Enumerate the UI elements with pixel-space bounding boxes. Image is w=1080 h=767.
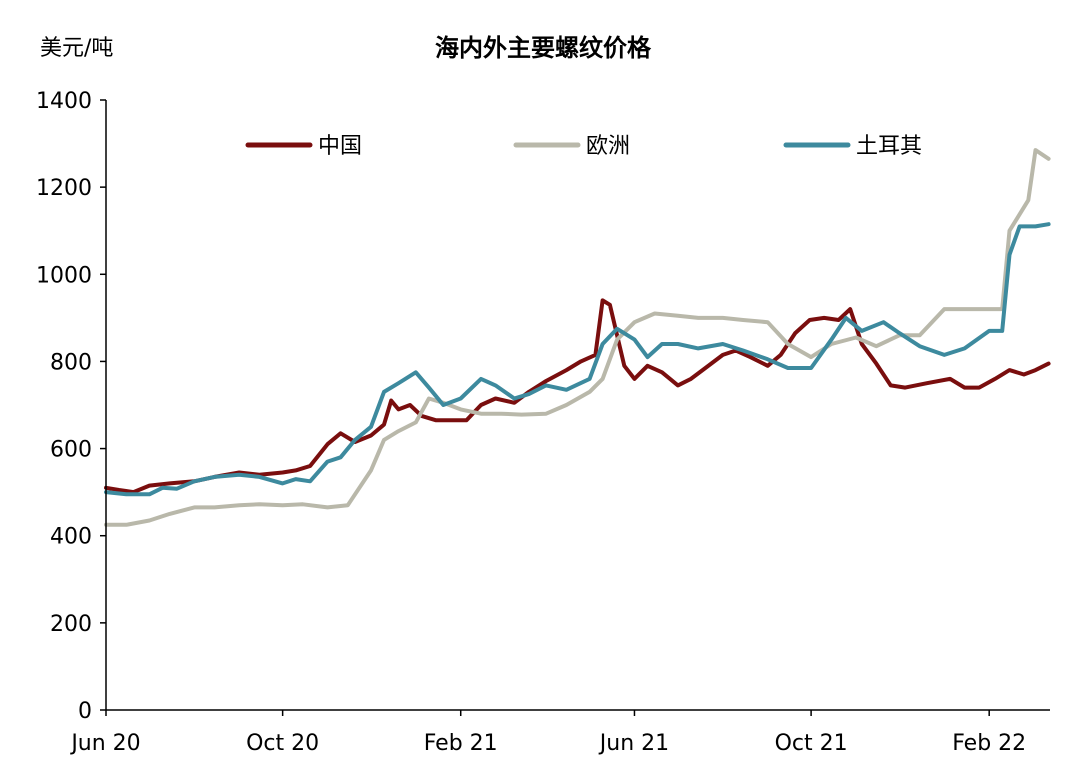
series-layer (104, 148, 1051, 527)
axes-layer: 0 200 400 600 800 1000 1200 1400 Jun 20 Oct 20 Feb… (36, 89, 1050, 756)
legend: 中国 欧洲 土耳其 (245, 134, 922, 159)
legend-label-0: 中国 (318, 134, 362, 159)
y-tick-label: 0 (78, 699, 92, 724)
series-line-2 (104, 222, 1051, 497)
y-axis-unit: 美元/吨 (40, 36, 114, 61)
x-tick-label: Feb 22 (952, 731, 1026, 756)
y-tick-label: 200 (50, 612, 92, 637)
x-tick-label: Jun 20 (69, 731, 140, 756)
x-tick-label: Feb 21 (424, 731, 498, 756)
x-tick-label: Oct 20 (246, 731, 319, 756)
series-line-1 (104, 148, 1051, 527)
y-tick-label: 1200 (36, 176, 92, 201)
x-tick-label: Oct 21 (775, 731, 848, 756)
y-tick-label: 600 (50, 438, 92, 463)
y-tick-label: 1000 (36, 263, 92, 288)
y-tick-label: 400 (50, 525, 92, 550)
chart-title: 海内外主要螺纹价格 (435, 34, 651, 62)
legend-label-1: 欧洲 (586, 134, 630, 159)
legend-label-2: 土耳其 (856, 134, 922, 159)
series-line-0 (104, 298, 1051, 495)
y-tick-label: 800 (50, 350, 92, 375)
x-tick-label: Jun 21 (598, 731, 669, 756)
y-tick-label: 1400 (36, 89, 92, 114)
